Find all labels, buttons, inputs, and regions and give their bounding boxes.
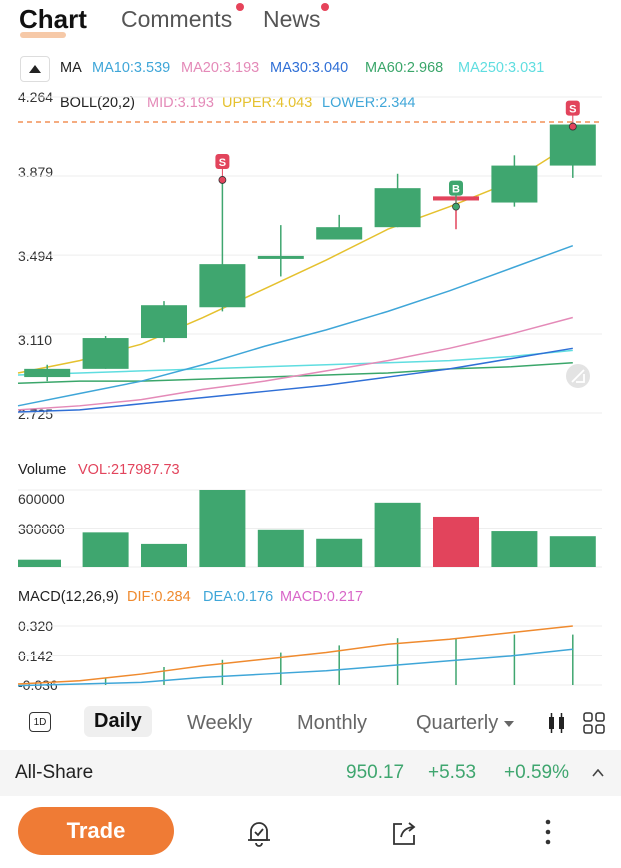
ma30-line bbox=[17, 347, 573, 413]
volume-bar bbox=[374, 502, 421, 567]
index-change: +5.53 bbox=[428, 762, 477, 783]
candle-body bbox=[257, 255, 304, 259]
marker-badge bbox=[449, 180, 463, 196]
triangle-up-icon bbox=[29, 65, 41, 73]
index-change-pct: +0.59% bbox=[504, 762, 569, 783]
top-tabs: Chart Comments News bbox=[0, 0, 621, 44]
trade-button[interactable]: Trade bbox=[18, 807, 174, 855]
volume-bar bbox=[199, 490, 246, 567]
price-tick-label: 3.494 bbox=[18, 248, 54, 264]
macd-dea: DEA:0.176 bbox=[203, 589, 274, 605]
candle-body bbox=[82, 338, 129, 369]
volume-bar bbox=[82, 532, 129, 567]
more-options-icon[interactable] bbox=[545, 819, 551, 845]
marker-label: S bbox=[219, 157, 226, 169]
period-selector: 1D Daily Weekly Monthly Quarterly bbox=[0, 700, 621, 746]
price-alert-bell-icon[interactable] bbox=[244, 818, 274, 848]
price-tick-label: 3.110 bbox=[18, 332, 52, 348]
volume-tick-label: 600000 bbox=[18, 491, 65, 507]
marker-badge bbox=[565, 100, 580, 116]
tab-chart[interactable]: Chart bbox=[19, 4, 87, 34]
ma30-value: MA30:3.040 bbox=[270, 60, 349, 76]
period-daily[interactable]: Daily bbox=[84, 706, 152, 737]
volume-bar bbox=[316, 538, 363, 567]
tab-comments[interactable]: Comments bbox=[121, 6, 233, 32]
candlestick-icon[interactable] bbox=[548, 713, 566, 733]
candle-body bbox=[316, 227, 363, 240]
boll-label: BOLL(20,2) bbox=[60, 95, 135, 111]
grid-layout-icon[interactable] bbox=[583, 712, 605, 734]
ma250-line bbox=[17, 349, 573, 376]
marker-dot bbox=[218, 176, 227, 184]
candle-body bbox=[24, 368, 71, 378]
candle-body bbox=[374, 188, 421, 228]
volume-bar bbox=[18, 559, 61, 567]
boll-mid: MID:3.193 bbox=[147, 95, 214, 111]
ma250-value: MA250:3.031 bbox=[458, 60, 545, 76]
comments-notification-dot bbox=[236, 3, 244, 11]
volume-bar bbox=[257, 529, 304, 567]
news-notification-dot bbox=[321, 3, 329, 11]
volume-bar bbox=[549, 536, 596, 567]
dif-line bbox=[17, 625, 573, 685]
ma20-value: MA20:3.193 bbox=[181, 60, 260, 76]
tab-news[interactable]: News bbox=[263, 6, 321, 32]
period-monthly[interactable]: Monthly bbox=[297, 712, 368, 734]
share-icon[interactable] bbox=[389, 818, 419, 848]
index-price: 950.17 bbox=[346, 762, 405, 783]
marker-dot bbox=[568, 122, 577, 131]
volume-bar bbox=[433, 516, 479, 567]
ma10-line bbox=[17, 244, 574, 407]
candle-body bbox=[141, 305, 187, 339]
active-tab-underline bbox=[20, 32, 66, 38]
candle-body bbox=[199, 264, 246, 308]
period-weekly[interactable]: Weekly bbox=[187, 712, 253, 734]
collapse-indicators-button[interactable] bbox=[20, 56, 50, 82]
volume-label: Volume bbox=[18, 462, 67, 478]
marker-label: S bbox=[569, 104, 576, 116]
ma-label: MA bbox=[60, 60, 82, 76]
ma20-line bbox=[17, 316, 573, 411]
candle-body bbox=[549, 124, 596, 166]
marker-label: B bbox=[452, 184, 460, 196]
volume-bar bbox=[141, 543, 187, 567]
calendar-1d-icon[interactable]: 1D bbox=[29, 712, 51, 732]
ma10-value: MA10:3.539 bbox=[92, 60, 171, 76]
dea-line bbox=[17, 648, 573, 687]
macd-value: MACD:0.217 bbox=[280, 589, 364, 605]
boll-upper: UPPER:4.043 bbox=[222, 95, 313, 111]
macd-dif: DIF:0.284 bbox=[127, 589, 191, 605]
candle-body bbox=[491, 165, 538, 203]
ma60-value: MA60:2.968 bbox=[365, 60, 444, 76]
bottom-action-bar: Trade bbox=[0, 798, 621, 868]
index-summary-bar[interactable]: All-Share 950.17 +5.53 +0.59% bbox=[0, 750, 621, 796]
index-name: All-Share bbox=[15, 762, 94, 783]
period-quarterly[interactable]: Quarterly bbox=[416, 712, 499, 734]
stock-chart[interactable]: S B S bbox=[0, 0, 621, 700]
volume-bar bbox=[491, 531, 538, 567]
volume-value: VOL:217987.73 bbox=[78, 462, 180, 478]
macd-label: MACD(12,26,9) bbox=[18, 589, 119, 605]
boll-lower: LOWER:2.344 bbox=[322, 95, 416, 111]
marker-badge bbox=[215, 153, 230, 169]
chevron-up-icon[interactable] bbox=[592, 769, 604, 777]
ma-legend: MA MA10:3.539 MA20:3.193 MA30:3.040 MA60… bbox=[0, 56, 621, 82]
dropdown-arrow-icon bbox=[504, 721, 514, 727]
marker-dot bbox=[452, 202, 460, 211]
arrow-icon bbox=[571, 369, 585, 383]
